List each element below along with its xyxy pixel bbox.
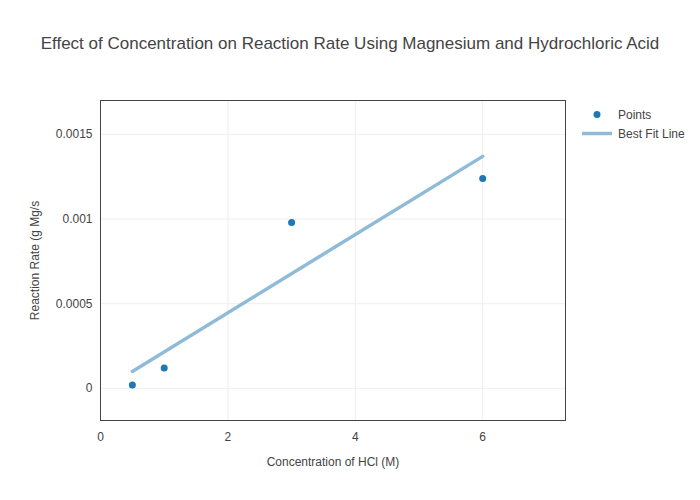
- svg-text:0.001: 0.001: [62, 212, 92, 226]
- html-text:Best Fit Line: Best Fit Line: [618, 126, 685, 141]
- svg-text:Concentration of HCl (M): Concentration of HCl (M): [267, 455, 400, 469]
- svg-text:4: 4: [352, 430, 359, 444]
- svg-text:0.0015: 0.0015: [56, 127, 93, 141]
- svg-text:0: 0: [97, 430, 104, 444]
- svg-text:Reaction Rate (g Mg/s: Reaction Rate (g Mg/s: [28, 201, 42, 320]
- svg-text:6: 6: [479, 430, 486, 444]
- svg-text:0.0005: 0.0005: [56, 297, 93, 311]
- html-text:Effect of Concentration on Rea: Effect of Concentration on Reaction Rate…: [40, 34, 660, 53]
- html-text:Points: Points: [618, 107, 652, 122]
- svg-text:0: 0: [86, 381, 93, 395]
- svg-text:2: 2: [225, 430, 232, 444]
